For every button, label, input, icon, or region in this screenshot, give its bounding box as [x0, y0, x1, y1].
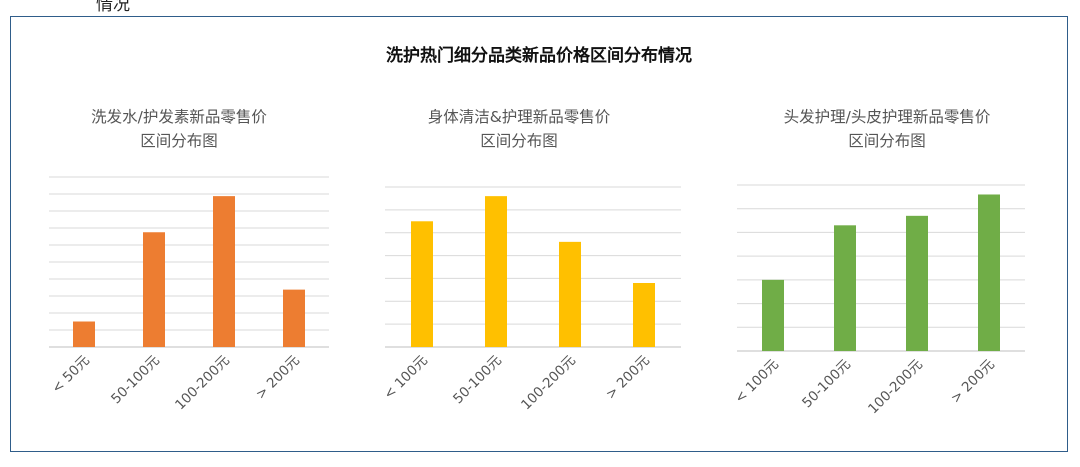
chart-panel-3: < 100元 50-100元 100-200元 > 200元: [732, 184, 1025, 418]
bar: [143, 232, 165, 347]
bar: [283, 289, 305, 347]
chart-panel-1: < 50元 50-100元 100-200元 > 200元: [49, 176, 329, 413]
panel-2-title-line1: 身体清洁&护理新品零售价: [427, 108, 611, 126]
bar: [485, 196, 507, 347]
panel-3-title-line2: 区间分布图: [848, 132, 926, 150]
panel-2-title: 身体清洁&护理新品零售价 区间分布图: [403, 105, 635, 153]
bar: [559, 241, 581, 347]
x-tick-label: 50-100元: [799, 357, 854, 412]
panel-1-title-line2: 区间分布图: [140, 132, 218, 150]
panel-1-title-line1: 洗发水/护发素新品零售价: [91, 108, 267, 126]
bar: [906, 215, 928, 351]
main-title: 洗护热门细分品类新品价格区间分布情况: [386, 46, 692, 66]
bar: [411, 221, 433, 347]
x-tick-label: < 100元: [732, 357, 782, 407]
panel-2-title-line2: 区间分布图: [480, 132, 558, 150]
bar: [762, 279, 784, 351]
bar: [73, 321, 95, 347]
bar: [633, 283, 655, 347]
panel-1-title: 洗发水/护发素新品零售价 区间分布图: [63, 105, 295, 153]
bar: [978, 194, 1000, 351]
bar: [213, 196, 235, 347]
panel-3-title-line1: 头发护理/头皮护理新品零售价: [783, 108, 991, 126]
panel-3-title: 头发护理/头皮护理新品零售价 区间分布图: [755, 105, 1019, 153]
x-tick-label: 100-200元: [865, 357, 926, 418]
bar: [834, 225, 856, 351]
chart-frame: 洗护热门细分品类新品价格区间分布情况 洗发水/护发素新品零售价 区间分布图 身体…: [10, 16, 1068, 452]
x-tick-label: > 200元: [948, 357, 998, 407]
header-fragment: 情况: [96, 0, 130, 15]
chart-panel-2: < 100元 50-100元 100-200元 > 200元: [381, 186, 681, 413]
